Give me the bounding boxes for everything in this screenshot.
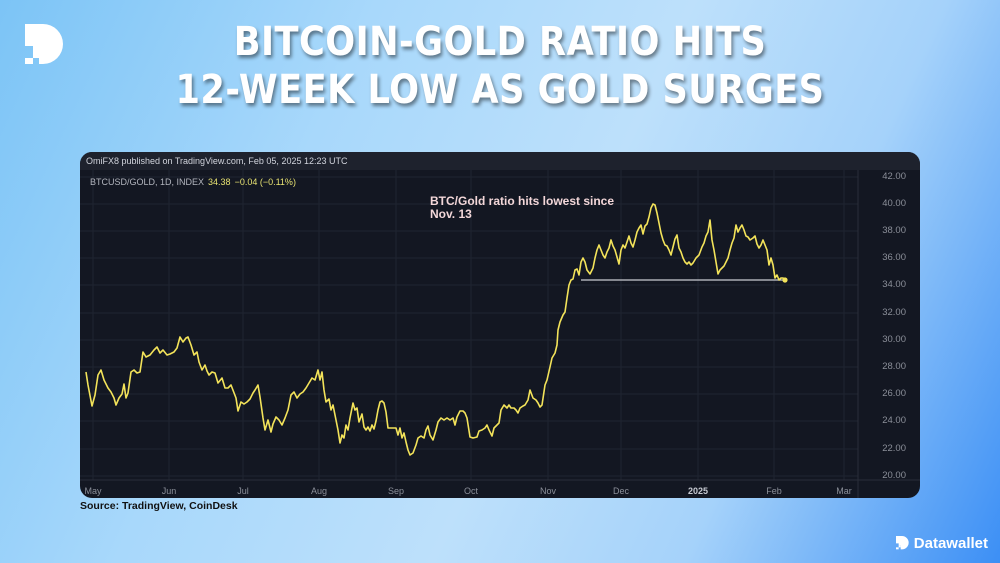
y-tick: 28.00 [882, 361, 906, 372]
x-tick: Nov [539, 486, 557, 496]
y-tick: 26.00 [882, 388, 906, 399]
annotation-line-1: BTC/Gold ratio hits lowest since [430, 194, 615, 208]
last-value-dot [782, 277, 788, 283]
y-tick: 36.00 [882, 252, 906, 263]
y-tick: 32.00 [882, 307, 906, 318]
last-value: 34.38 [208, 177, 231, 187]
x-tick: Aug [310, 486, 328, 496]
x-tick: Sep [387, 486, 405, 496]
x-tick: May [84, 486, 102, 496]
title-line-2: 12-WEEK LOW AS GOLD SURGES [175, 67, 825, 113]
y-tick: 22.00 [882, 443, 906, 454]
datawallet-logo-icon [25, 24, 63, 64]
y-tick: 42.00 [882, 171, 906, 182]
title-line-1: BITCOIN-GOLD RATIO HITS [233, 19, 767, 65]
datawallet-small-logo-icon [895, 535, 909, 549]
source-caption: Source: TradingView, CoinDesk [80, 500, 238, 512]
chart-card: OmiFX8 published on TradingView.com, Feb… [80, 152, 920, 498]
brand-watermark: Datawallet [895, 535, 988, 552]
change-value: −0.04 (−0.11%) [234, 177, 296, 187]
x-tick: Jun [161, 486, 177, 496]
x-tick: Dec [612, 486, 630, 496]
brand-name: Datawallet [913, 535, 988, 552]
publisher-bar: OmiFX8 published on TradingView.com, Feb… [80, 152, 920, 170]
x-tick: Mar [836, 486, 852, 496]
ratio-line [85, 203, 786, 456]
symbol-legend: BTCUSD/GOLD, 1D, INDEX 34.38 −0.04 (−0.11%… [90, 177, 296, 187]
x-tick: Feb [766, 486, 782, 496]
y-tick: 38.00 [882, 225, 906, 236]
x-tick: 2025 [687, 486, 709, 496]
x-tick: Jul [237, 486, 249, 496]
x-tick: Oct [463, 486, 479, 496]
chart-plot [80, 170, 920, 498]
page-title: BITCOIN-GOLD RATIO HITS 12-WEEK LOW AS G… [60, 18, 940, 114]
y-tick: 34.00 [882, 279, 906, 290]
y-tick: 30.00 [882, 334, 906, 345]
symbol-name: BTCUSD/GOLD, 1D, INDEX [90, 177, 205, 187]
chart-annotation: BTC/Gold ratio hits lowest since Nov. 13 [430, 195, 614, 221]
y-tick: 40.00 [882, 198, 906, 209]
y-tick: 24.00 [882, 415, 906, 426]
annotation-line-2: Nov. 13 [430, 207, 472, 221]
y-tick: 20.00 [882, 470, 906, 481]
